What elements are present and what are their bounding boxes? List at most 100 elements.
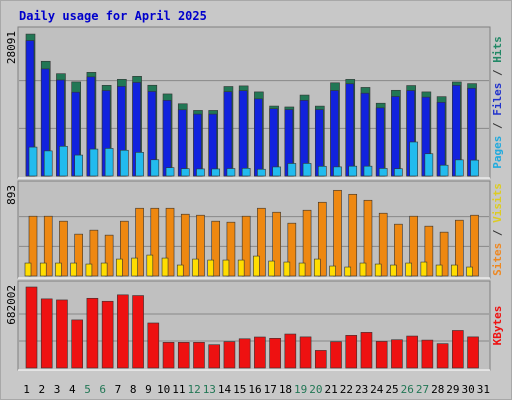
bar-visits-day-4 xyxy=(74,233,83,277)
bar-sites-day-3 xyxy=(55,262,62,277)
x-tick-label-day-21: 21 xyxy=(325,383,338,396)
bar-pages-day-26 xyxy=(409,141,418,177)
legend-segment: / xyxy=(491,223,504,243)
bar-sites-day-19 xyxy=(298,262,306,277)
bar-visits-day-15 xyxy=(241,215,251,277)
bar-pages-day-4 xyxy=(74,154,83,177)
bar-sites-day-21 xyxy=(329,265,336,277)
chart-panels: 28091 Pages / Files / Hits 893 Sites / Visi… xyxy=(5,26,504,371)
bar-kbytes-day-11 xyxy=(177,342,190,369)
bar-kbytes-day-12 xyxy=(193,342,205,369)
panel-pages-files-hits: 28091 Pages / Files / Hits xyxy=(5,26,504,179)
x-tick-label-day-13: 13 xyxy=(203,383,216,396)
bar-pages-day-2 xyxy=(43,150,53,177)
bar-visits-day-1 xyxy=(28,215,38,277)
bar-kbytes-day-26 xyxy=(406,335,418,369)
y-max-label: 28091 xyxy=(5,31,18,64)
x-tick-label-day-14: 14 xyxy=(218,383,232,396)
bar-pages-day-16 xyxy=(257,168,266,177)
bar-visits-day-2 xyxy=(43,215,53,277)
x-tick-label-day-6: 6 xyxy=(99,383,106,396)
x-tick-label-day-5: 5 xyxy=(84,383,91,396)
bar-pages-day-19 xyxy=(302,163,312,177)
bar-pages-day-9 xyxy=(150,159,160,177)
x-tick-label-day-28: 28 xyxy=(431,383,444,396)
bar-pages-day-7 xyxy=(120,149,129,177)
x-tick-label-day-9: 9 xyxy=(145,383,152,396)
bar-kbytes-day-9 xyxy=(147,322,160,369)
x-tick-label-day-29: 29 xyxy=(446,383,459,396)
bar-sites-day-8 xyxy=(131,257,138,277)
bar-visits-day-8 xyxy=(135,207,144,277)
bar-visits-day-19 xyxy=(302,209,312,277)
bar-kbytes-day-13 xyxy=(208,344,221,369)
bar-visits-day-26 xyxy=(409,215,418,277)
bar-visits-day-14 xyxy=(226,221,236,277)
bar-pages-day-13 xyxy=(211,168,221,177)
bar-pages-day-23 xyxy=(363,165,373,177)
bar-pages-day-12 xyxy=(196,168,205,177)
bar-pages-day-22 xyxy=(348,165,358,177)
bar-sites-day-29 xyxy=(451,264,458,277)
bar-kbytes-day-16 xyxy=(254,336,266,369)
bar-visits-day-20 xyxy=(317,201,327,277)
x-tick-label-day-22: 22 xyxy=(340,383,353,396)
bar-sites-day-5 xyxy=(85,263,93,277)
bar-pages-day-1 xyxy=(28,146,38,177)
x-tick-label-day-19: 19 xyxy=(294,383,307,396)
side-legend-visits-sites: Sites / Visits xyxy=(491,183,504,276)
bar-sites-day-25 xyxy=(390,264,397,277)
bar-files-day-17 xyxy=(269,108,278,177)
bar-sites-day-9 xyxy=(146,254,154,277)
bar-visits-day-29 xyxy=(455,219,464,277)
x-tick-label-day-3: 3 xyxy=(54,383,61,396)
bar-visits-day-10 xyxy=(165,207,175,277)
bar-sites-day-4 xyxy=(70,262,77,277)
bar-kbytes-day-30 xyxy=(467,336,479,369)
bar-kbytes-day-10 xyxy=(162,342,175,369)
legend-segment: Sites xyxy=(491,243,504,276)
bar-sites-day-14 xyxy=(222,259,230,277)
legend-segment: Pages xyxy=(491,136,504,169)
chart-title: Daily usage for April 2025 xyxy=(19,9,207,23)
bar-kbytes-day-6 xyxy=(101,300,114,369)
bar-pages-day-17 xyxy=(272,166,281,177)
bar-pages-day-8 xyxy=(135,152,144,177)
bar-visits-day-25 xyxy=(394,223,403,277)
bar-files-day-11 xyxy=(177,109,187,177)
x-tick-label-day-16: 16 xyxy=(248,383,261,396)
bar-pages-day-28 xyxy=(439,164,449,177)
bar-visits-day-22 xyxy=(348,193,358,277)
bar-kbytes-day-24 xyxy=(375,341,388,369)
bar-sites-day-7 xyxy=(116,258,123,277)
bar-files-day-23 xyxy=(360,92,370,177)
bar-files-day-14 xyxy=(223,91,233,177)
bar-files-day-24 xyxy=(375,107,385,177)
x-tick-label-day-26: 26 xyxy=(401,383,414,396)
bar-kbytes-day-14 xyxy=(223,341,236,369)
x-tick-label-day-1: 1 xyxy=(23,383,30,396)
bar-visits-day-23 xyxy=(363,199,373,277)
legend-segment: / xyxy=(491,116,504,136)
bar-visits-day-16 xyxy=(257,207,266,277)
panel-visits-sites: 893 Sites / Visits xyxy=(5,180,504,279)
bar-kbytes-day-22 xyxy=(345,335,358,369)
y-max-label: 893 xyxy=(5,185,18,205)
side-legend-pages-files-hits: Pages / Files / Hits xyxy=(491,36,504,169)
bar-sites-day-10 xyxy=(161,257,169,277)
bar-files-day-22 xyxy=(345,83,355,177)
bar-pages-day-6 xyxy=(104,148,114,177)
bar-files-day-10 xyxy=(162,100,172,177)
x-tick-label-day-20: 20 xyxy=(309,383,322,396)
x-tick-label-day-2: 2 xyxy=(39,383,46,396)
bar-visits-day-3 xyxy=(59,220,68,277)
x-tick-label-day-31: 31 xyxy=(477,383,490,396)
bar-kbytes-day-2 xyxy=(40,298,53,369)
legend-segment: Files xyxy=(491,83,504,116)
bar-pages-day-15 xyxy=(241,168,251,177)
bar-pages-day-27 xyxy=(424,153,434,177)
x-tick-label-day-18: 18 xyxy=(279,383,292,396)
x-tick-label-day-8: 8 xyxy=(130,383,137,396)
bar-kbytes-day-17 xyxy=(269,338,281,369)
